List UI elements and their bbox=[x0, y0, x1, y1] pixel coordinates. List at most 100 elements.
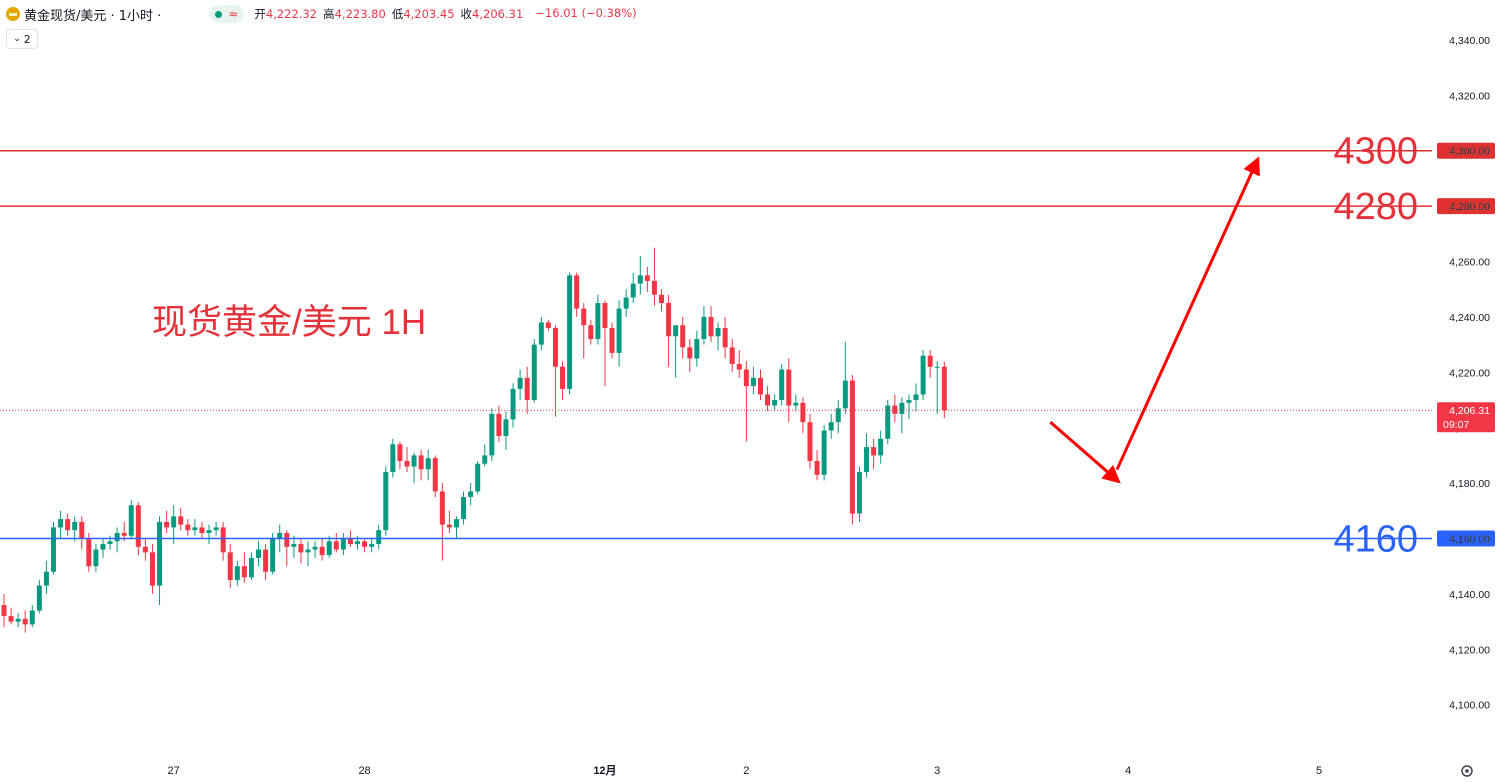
candle bbox=[270, 532, 276, 575]
candle bbox=[878, 430, 884, 464]
candle bbox=[171, 505, 177, 545]
candle-body bbox=[390, 444, 396, 473]
price-tick-label: 4,300.00 bbox=[1449, 146, 1490, 158]
market-status-pill[interactable]: ≈ bbox=[209, 5, 245, 23]
candle-body bbox=[659, 294, 665, 304]
candle bbox=[510, 383, 516, 428]
candle bbox=[192, 519, 198, 536]
candle-body bbox=[369, 544, 375, 547]
candle bbox=[50, 521, 56, 575]
candle bbox=[694, 330, 700, 367]
candle bbox=[383, 466, 389, 536]
candle-body bbox=[65, 519, 71, 531]
candle bbox=[666, 294, 672, 367]
candle bbox=[602, 300, 608, 387]
candle-body bbox=[538, 322, 544, 345]
levels-layer: 4300 4,300.00 4280 4,280.00 4160 4,160.00 bbox=[0, 131, 1495, 561]
candle bbox=[72, 516, 78, 542]
price-axis[interactable]: 4,340.00 4,320.00 4,300.00 4,280.00 4,260.00… bbox=[1437, 35, 1495, 712]
candle-body bbox=[729, 347, 735, 364]
candle-body bbox=[319, 546, 325, 556]
candle-body bbox=[757, 377, 763, 395]
candle-body bbox=[666, 303, 672, 337]
price-tick-label: 4,160.00 bbox=[1449, 534, 1490, 546]
candle-body bbox=[425, 458, 431, 470]
candle-body bbox=[708, 316, 714, 337]
candle bbox=[545, 319, 551, 331]
candle-body bbox=[178, 516, 184, 525]
candle bbox=[1, 593, 7, 628]
candle-body bbox=[743, 369, 749, 387]
level-axis-badge bbox=[1437, 142, 1495, 159]
candle bbox=[326, 535, 332, 558]
price-tick-label: 4,100.00 bbox=[1449, 700, 1490, 712]
candle-body bbox=[779, 369, 785, 400]
candle-body bbox=[913, 394, 919, 400]
candle bbox=[552, 325, 558, 417]
candle bbox=[637, 255, 643, 295]
candle bbox=[842, 341, 848, 414]
candle bbox=[729, 339, 735, 373]
candle-body bbox=[157, 521, 163, 586]
candle bbox=[560, 361, 566, 400]
candle bbox=[849, 375, 855, 525]
candle-body bbox=[397, 444, 403, 461]
candle-body bbox=[567, 275, 573, 389]
candle-body bbox=[142, 546, 148, 553]
candle-body bbox=[164, 521, 170, 528]
candle bbox=[475, 460, 481, 495]
chevron-down-icon: ⌄ bbox=[13, 34, 21, 44]
candle-body bbox=[517, 377, 523, 389]
gold-coin-icon bbox=[6, 7, 20, 21]
candle-body bbox=[892, 405, 898, 414]
candle-body bbox=[842, 380, 848, 409]
candle bbox=[581, 303, 587, 359]
low-label: 低 bbox=[391, 7, 404, 21]
candle-body bbox=[468, 491, 474, 497]
candle-body bbox=[531, 344, 537, 400]
low-value: 4,203.45 bbox=[403, 7, 455, 21]
price-tick-label: 4,320.00 bbox=[1449, 90, 1490, 102]
candle bbox=[920, 350, 926, 400]
candle bbox=[736, 350, 742, 378]
candle-body bbox=[814, 460, 820, 475]
candle bbox=[786, 358, 792, 423]
candle bbox=[856, 466, 862, 522]
projection-arrow bbox=[1049, 156, 1260, 484]
candle bbox=[503, 411, 509, 450]
candle bbox=[241, 552, 247, 583]
candle-body bbox=[418, 455, 424, 470]
ohlc-readout: 开4,222.32 高4,223.80 低4,203.45 收4,206.31 … bbox=[254, 6, 636, 22]
candle-body bbox=[524, 377, 530, 400]
indicators-toggle-button[interactable]: ⌄ 2 bbox=[6, 29, 38, 49]
time-axis[interactable]: 27 28 12月 2 3 4 5 bbox=[168, 764, 1323, 777]
candle-body bbox=[149, 552, 155, 586]
last-price-badge bbox=[1437, 402, 1495, 433]
candle bbox=[913, 383, 919, 412]
candle bbox=[8, 607, 14, 625]
candle bbox=[79, 516, 85, 550]
candle-body bbox=[446, 524, 452, 528]
candle bbox=[220, 521, 226, 561]
candle-body bbox=[885, 405, 891, 439]
candle-body bbox=[72, 521, 78, 531]
candle bbox=[489, 408, 495, 461]
candle-body bbox=[432, 458, 438, 492]
candle-body bbox=[602, 303, 608, 328]
candle bbox=[482, 444, 488, 467]
candle bbox=[757, 369, 763, 400]
candle-body bbox=[786, 369, 792, 406]
price-tick-label: 4,280.00 bbox=[1449, 201, 1490, 213]
candle-body bbox=[326, 541, 332, 556]
candle-body bbox=[489, 413, 495, 456]
candle bbox=[43, 560, 49, 594]
candle bbox=[892, 394, 898, 423]
candle bbox=[86, 532, 92, 572]
candle-body bbox=[121, 532, 127, 536]
settings-gear-icon[interactable] bbox=[1461, 765, 1473, 777]
candle-body bbox=[496, 413, 502, 437]
symbol-title[interactable]: 黄金现货/美元 · 1小时 · bbox=[24, 8, 162, 24]
candle-body bbox=[291, 544, 297, 547]
candle bbox=[659, 289, 665, 312]
